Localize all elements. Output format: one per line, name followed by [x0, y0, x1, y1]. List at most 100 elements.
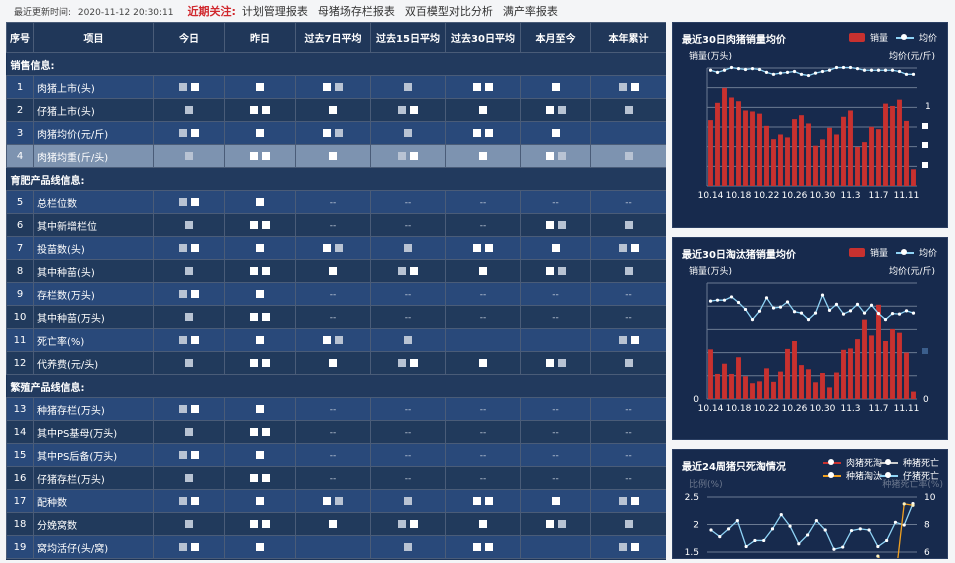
masked-value	[630, 496, 639, 505]
table-row[interactable]: 3 肉猪均价(元/斤)	[6, 121, 666, 145]
value-cell: --	[590, 282, 666, 306]
chart-legend[interactable]: 销量 均价	[849, 246, 937, 259]
table-row[interactable]: 5 总栏位数 -- -- -- -- --	[6, 190, 666, 214]
empty-value: --	[479, 450, 487, 461]
link-model-comparison[interactable]: 双百模型对比分析	[404, 5, 493, 18]
table-row[interactable]: 10 其中种苗(万头) -- -- -- -- --	[6, 305, 666, 329]
mortality-chart: 2.5 10 2 8 1.5 6	[685, 493, 936, 558]
table-row[interactable]: 4 肉猪均重(斤/头)	[6, 144, 666, 168]
value-cell	[520, 512, 591, 536]
x-tick-label: 10.26	[782, 191, 808, 201]
table-row[interactable]: 16 仔猪存栏(万头) -- -- -- -- --	[6, 466, 666, 490]
masked-value	[250, 151, 258, 160]
masked-value	[191, 289, 199, 298]
masked-value	[485, 128, 493, 137]
table-row[interactable]: 19 窝均活仔(头/窝)	[6, 535, 666, 559]
value-cell	[295, 512, 371, 536]
price-point	[848, 65, 853, 70]
value-cell: --	[520, 190, 591, 214]
table-row[interactable]: 6 其中新增栏位 -- -- --	[6, 213, 666, 237]
value-cell	[224, 512, 296, 536]
bar	[897, 332, 902, 399]
price-point	[708, 299, 713, 303]
bar	[848, 110, 853, 186]
legend-item-breeder-death[interactable]: 种猪死亡	[880, 456, 939, 469]
masked-value	[624, 220, 633, 229]
legend-label: 仔猪死亡	[903, 472, 940, 482]
x-tick-label: 10.14	[698, 191, 724, 201]
series-point	[788, 524, 792, 528]
masked-value	[256, 496, 264, 505]
link-full-production-report[interactable]: 满产率报表	[502, 5, 558, 18]
row-number: 2	[6, 98, 34, 122]
table-row[interactable]: 15 其中PS后备(万头) -- -- -- -- --	[6, 443, 666, 467]
empty-value: --	[625, 312, 632, 323]
masked-value	[485, 243, 493, 252]
y2-tick-label: 10	[924, 493, 936, 503]
masked-value	[624, 519, 633, 528]
value-cell	[590, 489, 666, 513]
table-row[interactable]: 9 存栏数(万头) -- -- -- -- --	[6, 282, 666, 306]
table-row[interactable]: 8 其中种苗(头)	[6, 259, 666, 283]
y-axis-label: 比例(%)	[689, 480, 723, 490]
table-row[interactable]: 18 分娩窝数	[6, 512, 666, 536]
price-point	[911, 72, 916, 76]
value-cell	[520, 98, 591, 122]
price-point	[771, 306, 776, 310]
masked-value	[398, 358, 406, 367]
masked-value	[557, 358, 566, 367]
table-row[interactable]: 13 种猪存栏(万头) -- -- -- -- --	[6, 397, 666, 421]
value-cell	[520, 259, 591, 283]
masked-value	[250, 427, 258, 436]
bar	[778, 134, 783, 186]
column-header: 昨日	[224, 22, 296, 53]
empty-value: --	[404, 220, 412, 231]
price-point	[827, 68, 832, 72]
row-number: 8	[6, 259, 34, 283]
bar	[876, 129, 881, 186]
section-row: 销售信息:	[6, 52, 666, 76]
price-point	[764, 70, 769, 74]
value-cell: --	[445, 420, 521, 444]
table-row[interactable]: 14 其中PS基母(万头) -- -- -- -- --	[6, 420, 666, 444]
y2-tick-label: 1	[925, 102, 931, 112]
bar	[834, 134, 839, 186]
bar	[841, 349, 846, 399]
table-row[interactable]: 1 肉猪上市(头)	[6, 75, 666, 99]
legend-item-breeder-cull[interactable]: 种猪淘汰	[823, 469, 882, 482]
empty-value: --	[329, 312, 337, 323]
table-row[interactable]: 17 配种数	[6, 489, 666, 513]
chart-legend[interactable]: 销量 均价	[849, 31, 937, 44]
bar	[722, 87, 727, 186]
value-cell	[153, 512, 225, 536]
value-cell	[295, 144, 371, 168]
table-row[interactable]: 7 投苗数(头)	[6, 236, 666, 260]
masked-value	[191, 197, 199, 206]
y2-axis-label: 均价(元/斤)	[888, 267, 935, 277]
masked-value	[485, 82, 493, 91]
series-point	[832, 547, 836, 551]
price-point	[715, 298, 720, 302]
bar	[771, 381, 776, 399]
legend-item-hog[interactable]: 肉猪死淘	[823, 456, 882, 469]
legend-item-piglet-death[interactable]: 仔猪死亡	[880, 469, 939, 482]
value-cell: --	[520, 305, 591, 329]
row-item: 分娩窝数	[33, 512, 154, 536]
table-row[interactable]: 11 死亡率(%)	[6, 328, 666, 352]
link-plan-report[interactable]: 计划管理报表	[241, 5, 308, 18]
row-item: 投苗数(头)	[33, 236, 154, 260]
table-row[interactable]: 12 代养费(元/头)	[6, 351, 666, 375]
row-item: 死亡率(%)	[33, 328, 154, 352]
legend-line-swatch	[896, 33, 915, 40]
cull-sales-chart: 10.14 10.18 10.22 10.26 10.30 11.3 11.7 11.110 0	[693, 282, 929, 414]
price-point	[855, 67, 860, 71]
table-row[interactable]: 2 仔猪上市(头)	[6, 98, 666, 122]
bar	[806, 369, 811, 399]
row-number: 10	[6, 305, 34, 329]
empty-value: --	[329, 427, 337, 438]
masked-value	[250, 473, 258, 482]
empty-value: --	[329, 197, 337, 208]
y2-tick-label: 0	[923, 395, 929, 405]
link-sow-inventory-report[interactable]: 母猪场存栏报表	[317, 5, 395, 18]
empty-value: --	[552, 404, 559, 415]
